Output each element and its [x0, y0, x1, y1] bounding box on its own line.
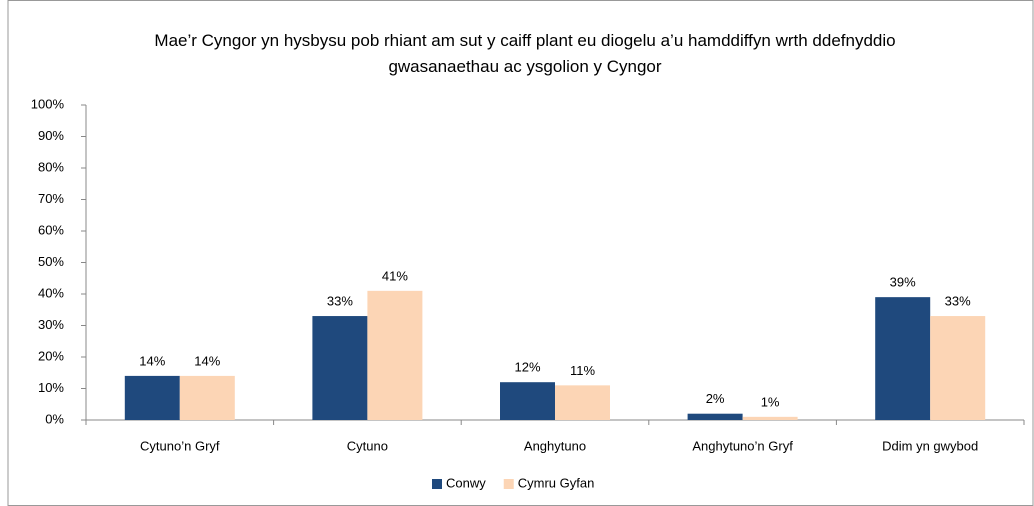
value-label: 1% — [761, 394, 780, 409]
value-label: 39% — [890, 275, 916, 290]
bar — [179, 375, 235, 420]
x-tick-label: Anghytuno — [524, 438, 586, 453]
y-tick-label: 0% — [45, 411, 64, 426]
bar — [875, 297, 931, 420]
legend-label: Conwy — [446, 475, 486, 490]
y-tick-label: 50% — [38, 254, 64, 269]
bar — [687, 413, 743, 420]
value-label: 14% — [139, 353, 165, 368]
bar — [930, 316, 986, 420]
x-tick-label: Cytuno — [347, 438, 388, 453]
y-tick-label: 40% — [38, 285, 64, 300]
y-tick-label: 80% — [38, 159, 64, 174]
bar — [367, 290, 423, 420]
y-tick-label: 60% — [38, 222, 64, 237]
y-tick-label: 70% — [38, 191, 64, 206]
value-label: 11% — [570, 363, 595, 378]
legend-swatch — [503, 479, 514, 489]
bar — [312, 316, 368, 420]
value-label: 33% — [945, 293, 971, 308]
y-tick-label: 30% — [38, 317, 64, 332]
bar — [500, 382, 555, 420]
bar — [555, 385, 610, 420]
value-label: 33% — [327, 293, 353, 308]
chart-title: Mae’r Cyngor yn hysbysu pob rhiant am su… — [154, 31, 896, 76]
value-label: 41% — [382, 268, 408, 283]
value-label: 14% — [194, 353, 220, 368]
bar — [124, 375, 180, 420]
value-label: 12% — [514, 360, 540, 375]
x-tick-label: Cytuno’n Gryf — [140, 438, 220, 453]
bar — [742, 416, 798, 420]
legend-label: Cymru Gyfan — [518, 475, 595, 490]
y-tick-label: 20% — [38, 348, 64, 363]
value-label: 2% — [706, 391, 725, 406]
y-tick-label: 100% — [31, 96, 65, 111]
x-tick-label: Anghytuno’n Gryf — [692, 438, 793, 453]
x-tick-label: Ddim yn gwybod — [882, 438, 978, 453]
y-tick-label: 90% — [38, 128, 64, 143]
legend-swatch — [432, 479, 442, 489]
y-tick-label: 10% — [38, 380, 64, 395]
